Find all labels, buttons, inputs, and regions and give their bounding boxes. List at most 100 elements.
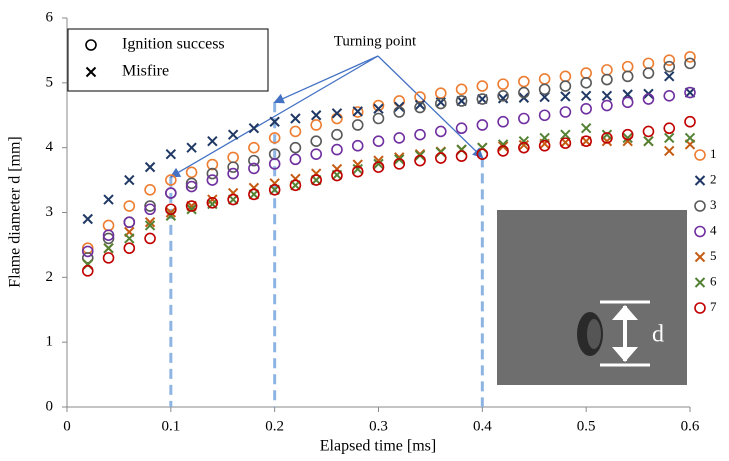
point xyxy=(144,203,156,216)
x-tick-label: 0.5 xyxy=(577,418,596,434)
point xyxy=(351,119,364,131)
marker-legend-box xyxy=(67,28,269,92)
point xyxy=(248,154,260,167)
point xyxy=(144,232,156,245)
point xyxy=(248,123,260,134)
point xyxy=(518,75,530,88)
marker-legend-symbol xyxy=(85,39,97,51)
point xyxy=(289,125,302,138)
point xyxy=(414,99,426,111)
legend-marker xyxy=(694,251,706,263)
annotation: Turning point xyxy=(334,33,417,49)
point xyxy=(227,151,239,164)
point xyxy=(123,200,136,212)
point xyxy=(310,119,323,131)
point xyxy=(580,77,592,89)
point xyxy=(165,207,177,218)
point xyxy=(538,139,551,152)
y-tick-label: 0 xyxy=(46,398,54,414)
flame-core xyxy=(587,319,601,349)
legend-marker xyxy=(694,225,706,238)
legend-label: 6 xyxy=(710,273,717,288)
point xyxy=(165,187,177,199)
x-tick-label: 0.3 xyxy=(369,418,388,434)
point xyxy=(642,93,655,105)
point xyxy=(538,83,551,96)
point xyxy=(455,122,468,135)
point xyxy=(559,106,572,118)
point xyxy=(123,216,136,229)
point xyxy=(684,115,696,128)
x-tick-label: 0.4 xyxy=(473,418,492,434)
point xyxy=(268,158,281,170)
point xyxy=(102,219,115,232)
y-tick-label: 5 xyxy=(46,74,54,90)
point xyxy=(621,70,634,83)
point xyxy=(331,112,343,125)
point xyxy=(622,132,633,144)
point xyxy=(455,150,468,162)
point xyxy=(621,96,634,109)
legend-label: 4 xyxy=(710,222,717,237)
turning-arrow xyxy=(273,55,379,104)
point xyxy=(601,64,613,76)
x-tick-label: 0.2 xyxy=(265,418,284,434)
point xyxy=(497,78,509,90)
point xyxy=(248,188,260,201)
marker-legend-label: Ignition success xyxy=(122,36,225,53)
point xyxy=(331,108,343,119)
point xyxy=(601,132,613,144)
point xyxy=(289,179,302,192)
point xyxy=(434,97,447,110)
point xyxy=(310,110,322,121)
point xyxy=(559,80,572,92)
point xyxy=(289,141,302,154)
point xyxy=(82,213,93,225)
point xyxy=(186,142,197,153)
point xyxy=(580,90,592,102)
point xyxy=(165,203,177,216)
point xyxy=(103,194,114,205)
point xyxy=(455,83,468,96)
point xyxy=(664,132,675,144)
point xyxy=(642,125,655,138)
legend-marker xyxy=(694,149,706,161)
point xyxy=(621,128,634,141)
d-arrowheads xyxy=(612,305,638,362)
point xyxy=(455,95,468,107)
point xyxy=(124,174,135,186)
point xyxy=(102,252,115,264)
point xyxy=(185,177,198,190)
point xyxy=(518,141,530,154)
point xyxy=(476,119,489,131)
point xyxy=(560,129,571,140)
marker-legend-symbol xyxy=(85,66,97,78)
point xyxy=(580,67,592,79)
marker-legend-label: Misfire xyxy=(122,63,169,80)
point xyxy=(497,145,509,157)
point xyxy=(435,146,447,158)
point xyxy=(373,158,384,170)
point xyxy=(684,51,696,63)
point xyxy=(351,165,364,178)
y-tick-label: 1 xyxy=(46,334,54,350)
point xyxy=(393,158,406,170)
point xyxy=(518,139,530,151)
point xyxy=(185,180,198,193)
point xyxy=(331,169,343,182)
y-tick-label: 4 xyxy=(46,139,54,155)
point xyxy=(601,99,613,112)
legend-marker xyxy=(694,200,706,212)
point xyxy=(144,184,156,196)
point xyxy=(497,90,509,102)
point xyxy=(663,122,676,135)
point xyxy=(642,57,655,70)
point xyxy=(372,135,385,147)
point xyxy=(351,139,364,152)
point xyxy=(664,145,675,157)
point xyxy=(601,73,613,86)
point xyxy=(206,158,219,171)
point xyxy=(81,252,94,264)
point xyxy=(123,242,136,254)
point xyxy=(414,154,426,167)
